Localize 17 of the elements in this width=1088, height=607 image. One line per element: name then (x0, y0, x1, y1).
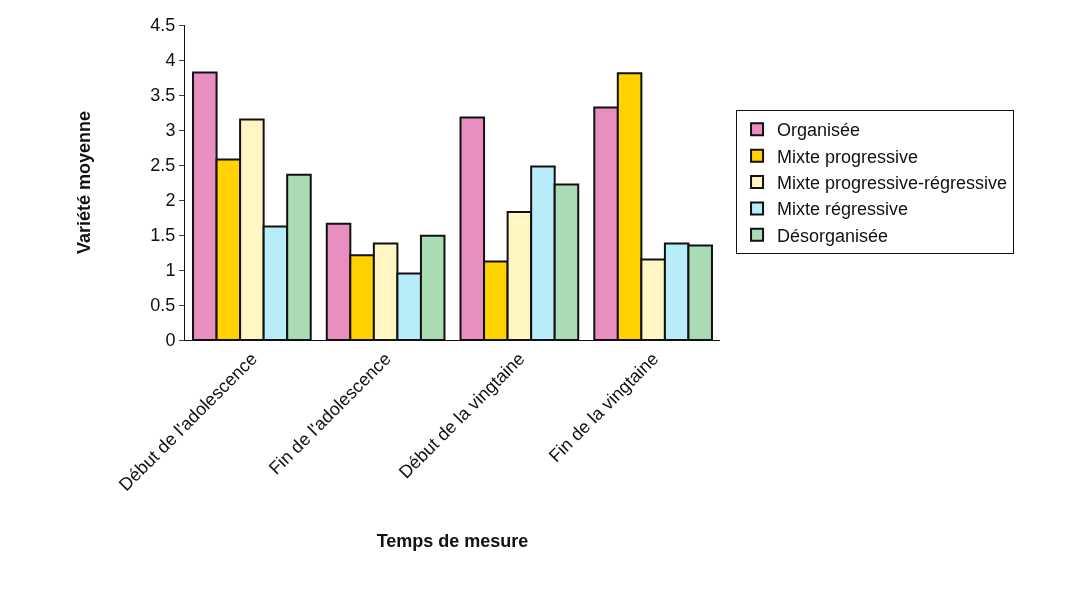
legend-label: Organisée (777, 120, 861, 141)
legend-label: Désorganisée (777, 225, 889, 246)
y-tick-label: 3.5 (150, 85, 176, 106)
y-tick-label: 4.5 (150, 15, 176, 36)
y-tick-label: 0 (165, 330, 176, 351)
x-axis-title: Temps de mesure (376, 530, 529, 551)
legend-label: Mixte progressive (777, 146, 919, 167)
legend-label: Mixte régressive (777, 199, 909, 220)
y-tick-label: 2.5 (150, 155, 176, 176)
y-tick-label: 4 (165, 50, 176, 71)
y-tick-label: 1 (165, 260, 176, 281)
y-axis-title: Variété moyenne (73, 110, 94, 255)
y-tick-label: 3 (165, 120, 176, 141)
legend-label: Mixte progressive-régressive (777, 173, 1008, 194)
y-tick-label: 1.5 (150, 225, 176, 246)
y-tick-label: 0.5 (150, 295, 176, 316)
y-tick-label: 2 (165, 190, 176, 211)
